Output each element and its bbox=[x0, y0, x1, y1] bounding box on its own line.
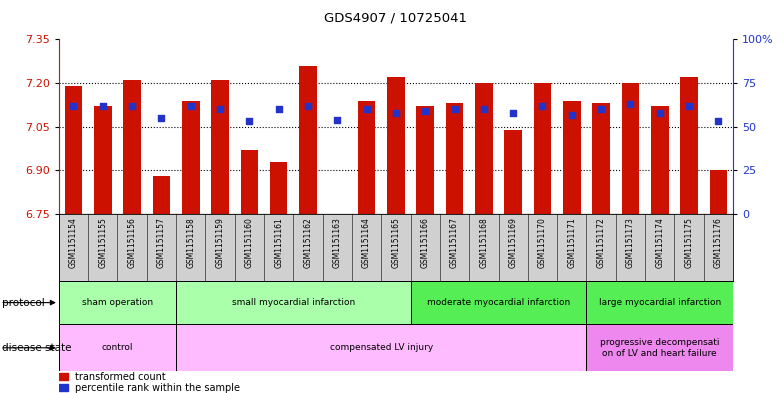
Bar bbox=[241, 150, 258, 214]
Text: sham operation: sham operation bbox=[82, 298, 153, 307]
Bar bbox=[59, 281, 176, 324]
Point bbox=[272, 106, 285, 112]
Text: GSM1151157: GSM1151157 bbox=[157, 218, 166, 268]
Bar bbox=[534, 83, 551, 214]
Point bbox=[155, 115, 168, 121]
Text: percentile rank within the sample: percentile rank within the sample bbox=[74, 383, 240, 393]
Point bbox=[712, 118, 724, 125]
Text: GSM1151162: GSM1151162 bbox=[303, 218, 313, 268]
Text: small myocardial infarction: small myocardial infarction bbox=[232, 298, 355, 307]
Bar bbox=[176, 324, 586, 371]
Bar bbox=[446, 103, 463, 214]
Bar bbox=[681, 77, 698, 214]
Text: GSM1151159: GSM1151159 bbox=[216, 218, 224, 268]
Bar bbox=[211, 80, 229, 214]
Point bbox=[184, 103, 197, 109]
Bar bbox=[586, 324, 733, 371]
Bar bbox=[123, 80, 141, 214]
Bar bbox=[504, 130, 522, 214]
Bar bbox=[64, 86, 82, 214]
Text: disease state: disease state bbox=[2, 343, 71, 353]
Point bbox=[361, 106, 373, 112]
Bar bbox=[153, 176, 170, 214]
Bar bbox=[270, 162, 288, 214]
Bar bbox=[59, 384, 67, 391]
Bar bbox=[651, 107, 669, 214]
Bar bbox=[176, 281, 411, 324]
Bar bbox=[94, 107, 111, 214]
Bar bbox=[593, 103, 610, 214]
Point bbox=[654, 110, 666, 116]
Text: transformed count: transformed count bbox=[74, 372, 165, 382]
Text: GSM1151161: GSM1151161 bbox=[274, 218, 283, 268]
Text: GSM1151156: GSM1151156 bbox=[128, 218, 136, 268]
Text: GSM1151175: GSM1151175 bbox=[684, 218, 694, 268]
Text: control: control bbox=[102, 343, 133, 352]
Bar bbox=[475, 83, 492, 214]
Point bbox=[565, 111, 578, 118]
Bar bbox=[358, 101, 376, 214]
Point bbox=[507, 110, 520, 116]
Text: GSM1151174: GSM1151174 bbox=[655, 218, 664, 268]
Point bbox=[683, 103, 695, 109]
Bar bbox=[622, 83, 639, 214]
Point bbox=[302, 103, 314, 109]
Text: progressive decompensati
on of LV and heart failure: progressive decompensati on of LV and he… bbox=[600, 338, 720, 358]
Bar bbox=[563, 101, 581, 214]
Text: GSM1151165: GSM1151165 bbox=[391, 218, 401, 268]
Text: GSM1151168: GSM1151168 bbox=[479, 218, 488, 268]
Bar bbox=[59, 373, 67, 380]
Text: GSM1151171: GSM1151171 bbox=[568, 218, 576, 268]
Point bbox=[331, 117, 343, 123]
Text: GSM1151166: GSM1151166 bbox=[421, 218, 430, 268]
Bar bbox=[182, 101, 199, 214]
Point bbox=[536, 103, 549, 109]
Point bbox=[125, 103, 138, 109]
Point bbox=[67, 103, 80, 109]
Point bbox=[96, 103, 109, 109]
Point bbox=[214, 106, 227, 112]
Point bbox=[243, 118, 256, 125]
Point bbox=[419, 108, 431, 114]
Bar bbox=[411, 281, 586, 324]
Bar bbox=[710, 171, 728, 214]
Text: GSM1151169: GSM1151169 bbox=[509, 218, 517, 268]
Text: GSM1151173: GSM1151173 bbox=[626, 218, 635, 268]
Text: GSM1151167: GSM1151167 bbox=[450, 218, 459, 268]
Point bbox=[390, 110, 402, 116]
Text: GSM1151164: GSM1151164 bbox=[362, 218, 371, 268]
Point bbox=[448, 106, 461, 112]
Point bbox=[624, 101, 637, 107]
Text: large myocardial infarction: large myocardial infarction bbox=[599, 298, 720, 307]
Text: GDS4907 / 10725041: GDS4907 / 10725041 bbox=[325, 12, 467, 25]
Text: GSM1151155: GSM1151155 bbox=[98, 218, 107, 268]
Text: GSM1151172: GSM1151172 bbox=[597, 218, 605, 268]
Bar bbox=[59, 324, 176, 371]
Bar bbox=[299, 66, 317, 214]
Text: GSM1151160: GSM1151160 bbox=[245, 218, 254, 268]
Bar bbox=[387, 77, 405, 214]
Text: protocol: protocol bbox=[2, 298, 45, 308]
Text: GSM1151163: GSM1151163 bbox=[332, 218, 342, 268]
Bar bbox=[416, 107, 434, 214]
Text: GSM1151158: GSM1151158 bbox=[187, 218, 195, 268]
Text: GSM1151176: GSM1151176 bbox=[714, 218, 723, 268]
Text: moderate myocardial infarction: moderate myocardial infarction bbox=[427, 298, 570, 307]
Point bbox=[595, 106, 608, 112]
Point bbox=[477, 106, 490, 112]
Bar bbox=[586, 281, 733, 324]
Text: compensated LV injury: compensated LV injury bbox=[329, 343, 433, 352]
Text: GSM1151154: GSM1151154 bbox=[69, 218, 78, 268]
Text: GSM1151170: GSM1151170 bbox=[538, 218, 547, 268]
